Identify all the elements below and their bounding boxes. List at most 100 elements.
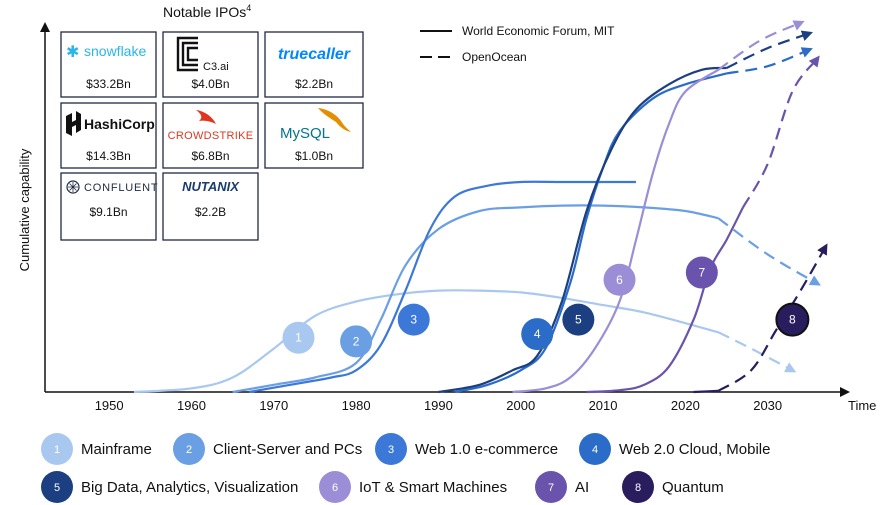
x-tick-labels: 1950 1960 1970 1980 1990 2000 2010 2020 2030 [95, 398, 782, 413]
line-style-legend: World Economic Forum, MIT OpenOcean [420, 24, 615, 64]
y-axis-title: Cumulative capability [17, 148, 32, 271]
series-7-dashed-line [742, 55, 820, 208]
series-6-marker [603, 263, 636, 296]
ipo-logo-text: snowflake [84, 43, 146, 59]
series-8-marker-number: 8 [789, 313, 796, 327]
ipo-value: $33.2Bn [86, 77, 131, 91]
ipo-logo-text: CONFLUENT [84, 182, 158, 194]
series-7-marker-number: 7 [698, 266, 705, 280]
series-1-marker [282, 321, 315, 354]
series-1-marker-number: 1 [295, 331, 302, 345]
legend-label-1: Mainframe [81, 441, 152, 458]
ipo-logo-text: truecaller [278, 46, 351, 63]
series-legend: 1 Mainframe 2 Client-Server and PCs 3 Web 1.0… [41, 433, 770, 503]
series-7-marker [685, 256, 718, 289]
x-tick-label: 1960 [177, 398, 206, 413]
ipo-panel-title: Notable IPOs4 [163, 3, 251, 20]
legend-number-3: 3 [388, 444, 394, 456]
snowflake-logo-glyph: ✱ [66, 44, 79, 61]
ipo-value: $9.1Bn [89, 205, 127, 219]
series-8-dashed-line [717, 243, 828, 392]
ipo-logo-text: MySQL [280, 125, 330, 142]
legend-swatch-1 [41, 433, 73, 465]
legend-swatch-4 [579, 433, 611, 465]
ipo-box-snowflake: ✱ snowflake $33.2Bn [60, 31, 157, 98]
series-1-dashed-line [717, 331, 797, 373]
series-3-marker [397, 303, 430, 336]
x-tick-label: 1980 [342, 398, 371, 413]
series-8-marker [775, 302, 810, 337]
series-6-marker-number: 6 [616, 273, 623, 287]
series-2-dashed-line [717, 217, 821, 286]
legend-swatch-5 [41, 471, 73, 503]
legend-label-3: Web 1.0 e-commerce [415, 441, 558, 458]
ipo-box-hashicorp: HashiCorp $14.3Bn [60, 102, 157, 169]
ipo-box-confluent: CONFLUENT $9.1Bn [60, 172, 158, 241]
series-6-dashed-line [717, 20, 805, 71]
x-tick-label: 2020 [671, 398, 700, 413]
solid-line-label: World Economic Forum, MIT [462, 24, 615, 38]
series-8-solid-line [693, 389, 719, 394]
x-tick-label: 1970 [259, 398, 288, 413]
legend-label-8: Quantum [662, 479, 724, 496]
x-tick-label: 1950 [95, 398, 124, 413]
x-tick-label: 2010 [589, 398, 618, 413]
legend-number-4: 4 [592, 444, 598, 456]
x-tick-label: 2000 [506, 398, 535, 413]
ipo-box-crowdstrike: CROWDSTRIKE $6.8Bn [162, 102, 259, 169]
legend-number-6: 6 [332, 482, 338, 494]
legend-label-4: Web 2.0 Cloud, Mobile [619, 441, 770, 458]
series-1-solid-line [133, 289, 719, 394]
ipo-box-nutanix: NUTANIX $2.2B [162, 172, 259, 241]
confluent-logo-mark [66, 180, 80, 194]
legend-number-2: 2 [186, 444, 192, 456]
ipo-logo-text: HashiCorp [84, 116, 155, 132]
legend-label-2: Client-Server and PCs [213, 441, 362, 458]
ipo-box-c3ai: C3.ai $4.0Bn [162, 31, 259, 98]
dolphin-icon [318, 108, 351, 132]
ipo-value: $4.0Bn [191, 77, 229, 91]
series-5-marker-number: 5 [575, 313, 582, 327]
series-2-marker [340, 325, 373, 358]
series-2-solid-line [232, 204, 719, 394]
ipo-box-truecaller: truecaller $2.2Bn [264, 31, 364, 98]
series-4-marker-number: 4 [534, 327, 541, 341]
x-tick-label: 1990 [424, 398, 453, 413]
ipo-grid: ✱ snowflake $33.2Bn C3.ai $4.0Bn truecal… [60, 31, 364, 241]
x-axis-arrow [840, 387, 850, 397]
legend-swatch-6 [319, 471, 351, 503]
series-4-marker [521, 318, 554, 351]
legend-number-1: 1 [54, 444, 60, 456]
legend-swatch-7 [535, 471, 567, 503]
ipo-logo-text: CROWDSTRIKE [168, 130, 254, 142]
legend-swatch-3 [375, 433, 407, 465]
ipo-value: $2.2B [195, 205, 226, 219]
ipo-value: $1.0Bn [295, 149, 333, 163]
legend-label-7: AI [575, 479, 589, 496]
legend-number-7: 7 [548, 482, 554, 494]
series-curves [133, 20, 828, 394]
ipo-logo-text: NUTANIX [182, 179, 240, 194]
series-5-solid-line [438, 66, 727, 394]
ipo-value: $2.2Bn [295, 77, 333, 91]
hashicorp-logo-mark [66, 111, 81, 136]
series-3-solid-line [248, 180, 637, 394]
falcon-icon [196, 110, 216, 124]
dashed-line-label: OpenOcean [462, 50, 527, 64]
series-5-marker [562, 303, 595, 336]
ipo-title-sup: 4 [246, 3, 251, 13]
ipo-logo-text: C3.ai [203, 61, 229, 73]
legend-swatch-8 [622, 471, 654, 503]
y-axis-arrow [40, 22, 50, 32]
x-axis-title: Time [848, 398, 876, 413]
series-3-marker-number: 3 [410, 313, 417, 327]
ipo-value: $14.3Bn [86, 149, 131, 163]
series-4-solid-line [454, 72, 727, 394]
series-2-marker-number: 2 [353, 334, 360, 348]
series-7-solid-line [586, 206, 744, 394]
ipo-title-text: Notable IPOs [163, 4, 246, 20]
legend-label-6: IoT & Smart Machines [359, 479, 507, 496]
legend-number-8: 8 [635, 482, 641, 494]
ipo-value: $6.8Bn [191, 149, 229, 163]
